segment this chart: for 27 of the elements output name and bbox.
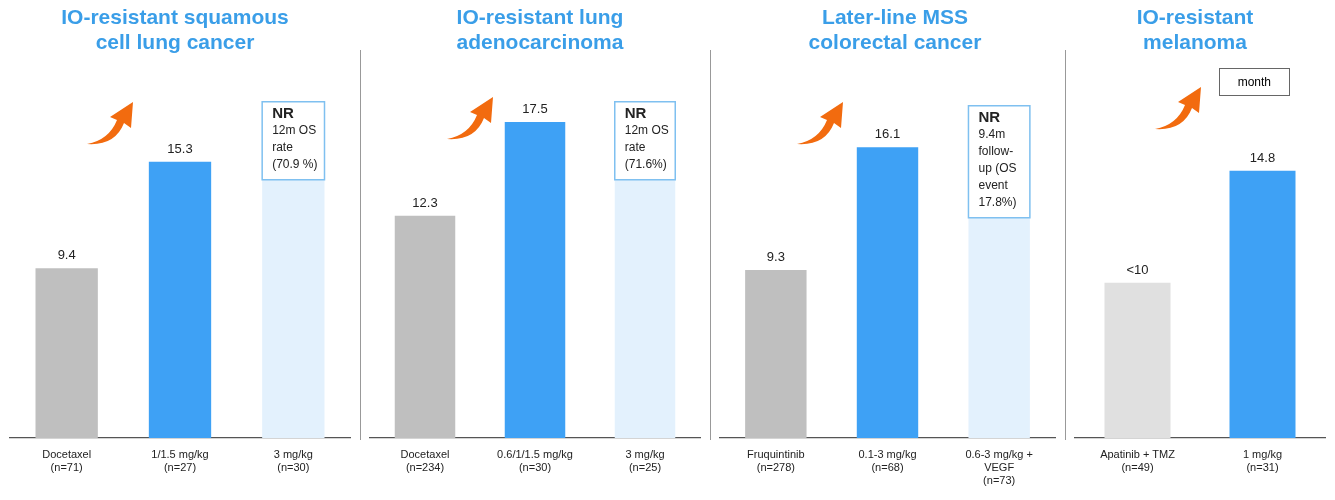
x-tick-label: Docetaxel (n=234): [400, 447, 450, 473]
chart-title: Later-line MSS colorectal cancer: [807, 4, 983, 54]
x-tick-label: 0.6-3 mg/kg + VEGF (n=73): [965, 447, 1033, 487]
data-label: 14.8: [1249, 149, 1276, 165]
data-label: 12.3: [412, 194, 438, 210]
data-label: <10: [1126, 261, 1149, 277]
annotation: NR 12m OS rate (70.9 %): [272, 104, 318, 172]
data-label: 17.5: [522, 101, 548, 117]
x-tick-label: 3 mg/kg (n=25): [625, 447, 665, 473]
data-label: 15.3: [167, 140, 193, 156]
text: month: [1218, 68, 1290, 96]
x-tick-label: 0.6/1/1.5 mg/kg (n=30): [497, 447, 573, 473]
x-tick-label: Apatinib + TMZ (n=49): [1100, 447, 1176, 473]
annotation: NR 9.4m follow- up (OS event 17.8%): [978, 108, 1017, 209]
x-tick-label: 0.1-3 mg/kg (n=68): [858, 447, 917, 473]
data-label: 9.3: [766, 249, 785, 265]
x-tick-label: Docetaxel (n=71): [42, 447, 92, 473]
data-label: 9.4: [57, 247, 76, 263]
chart-title: IO-resistant lung adenocarcinoma: [455, 4, 625, 54]
chart-title: IO-resistant squamous cell lung cancer: [60, 4, 290, 54]
annotation: NR 12m OS rate (71.6%): [624, 104, 669, 172]
x-tick-label: 3 mg/kg (n=30): [273, 447, 313, 473]
chart-title: IO-resistant melanoma: [1135, 4, 1255, 54]
x-tick-label: 1 mg/kg (n=31): [1242, 447, 1283, 473]
x-tick-label: Fruquintinib (n=278): [747, 447, 805, 473]
x-tick-label: 1/1.5 mg/kg (n=27): [151, 447, 209, 473]
data-label: 16.1: [874, 126, 901, 142]
